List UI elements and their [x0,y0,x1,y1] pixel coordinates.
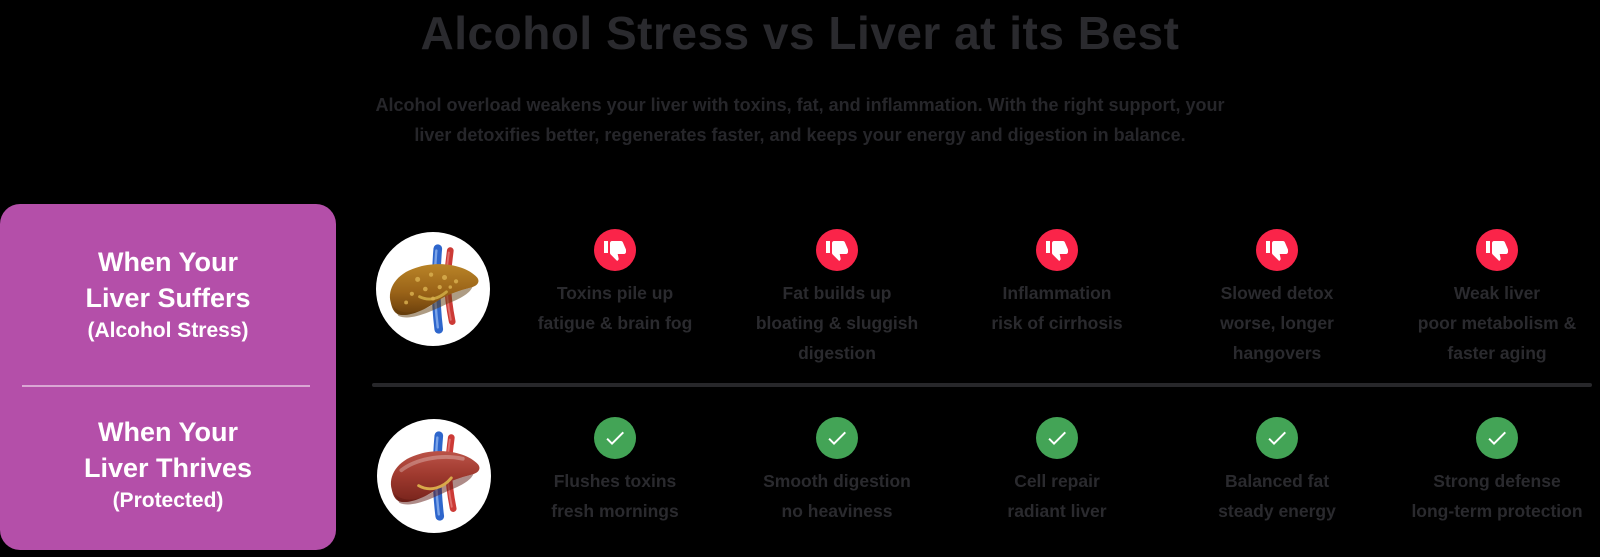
column-text: Slowed detox worse, longer hangovers [1162,278,1392,368]
damaged-liver-icon [376,232,490,346]
column-text: Flushes toxins fresh mornings [500,466,730,526]
sidebar-text-line: Liver Thrives [83,453,253,483]
thumbs-down-icon [1476,229,1518,271]
sidebar-qualifier: (Alcohol Stress) [87,319,249,342]
text-line: Flushes toxins [553,471,677,491]
text-line: Smooth digestion [763,471,911,491]
text-line: bloating & sluggish [755,313,919,333]
healthy-liver-illustration [390,431,480,521]
text-line: radiant liver [1007,501,1107,521]
text-line: Balanced fat [1224,471,1330,491]
damaged-liver-illustration [389,244,479,334]
text-line: Fat builds up [782,283,892,303]
text-line: steady energy [1218,501,1336,521]
text-line: worse, longer [1220,313,1334,333]
sidebar-qualifier: (Protected) [112,489,224,512]
thumbs-down-icon [594,229,636,271]
suffers-column-4: Slowed detox worse, longer hangovers [1162,229,1392,368]
row-divider-line [372,383,1592,387]
thrives-column-3: Cell repair radiant liver [942,417,1172,526]
text-line: Slowed detox [1220,283,1334,303]
subtitle-line-1: Alcohol overload weakens your liver with… [375,95,1225,115]
sidebar-label-suffers: When Your Liver Suffers (Alcohol Stress) [0,244,336,344]
column-text: Weak liver poor metabolism & faster agin… [1382,278,1600,368]
check-icon [816,417,858,459]
suffers-column-5: Weak liver poor metabolism & faster agin… [1382,229,1600,368]
column-text: Toxins pile up fatigue & brain fog [500,278,730,338]
text-line: long-term protection [1411,501,1583,521]
check-icon [1476,417,1518,459]
text-line: poor metabolism & [1417,313,1577,333]
suffers-column-1: Toxins pile up fatigue & brain fog [500,229,730,338]
page-subtitle: Alcohol overload weakens your liver with… [260,90,1340,150]
thrives-column-4: Balanced fat steady energy [1162,417,1392,526]
suffers-column-2: Fat builds up bloating & sluggish digest… [722,229,952,368]
text-line: digestion [798,343,876,363]
category-sidebar: When Your Liver Suffers (Alcohol Stress)… [0,204,336,550]
healthy-liver-icon [377,419,491,533]
text-line: Strong defense [1433,471,1561,491]
sidebar-text-line: When Your [98,417,238,447]
text-line: fresh mornings [551,501,679,521]
text-line: fatigue & brain fog [537,313,693,333]
subtitle-line-2: liver detoxifies better, regenerates fas… [414,125,1186,145]
sidebar-divider [22,385,310,387]
text-line: faster aging [1447,343,1547,363]
suffers-column-3: Inflammation risk of cirrhosis [942,229,1172,338]
column-text: Fat builds up bloating & sluggish digest… [722,278,952,368]
check-icon [594,417,636,459]
thumbs-down-icon [1256,229,1298,271]
text-line: hangovers [1232,343,1322,363]
check-icon [1256,417,1298,459]
check-icon [1036,417,1078,459]
sidebar-text-line: Liver Suffers [85,283,251,313]
thumbs-down-icon [1036,229,1078,271]
text-line: Weak liver [1453,283,1541,303]
text-line: Cell repair [1014,471,1100,491]
thrives-column-1: Flushes toxins fresh mornings [500,417,730,526]
thrives-column-2: Smooth digestion no heaviness [722,417,952,526]
text-line: Toxins pile up [556,283,674,303]
thrives-column-5: Strong defense long-term protection [1382,417,1600,526]
text-line: risk of cirrhosis [991,313,1123,333]
text-line: Inflammation [1002,283,1112,303]
sidebar-label-thrives: When Your Liver Thrives (Protected) [0,414,336,514]
text-line: no heaviness [781,501,893,521]
thumbs-down-icon [816,229,858,271]
column-text: Inflammation risk of cirrhosis [942,278,1172,338]
column-text: Strong defense long-term protection [1382,466,1600,526]
column-text: Cell repair radiant liver [942,466,1172,526]
sidebar-text-line: When Your [98,247,238,277]
page-title: Alcohol Stress vs Liver at its Best [420,7,1180,59]
column-text: Balanced fat steady energy [1162,466,1392,526]
column-text: Smooth digestion no heaviness [722,466,952,526]
